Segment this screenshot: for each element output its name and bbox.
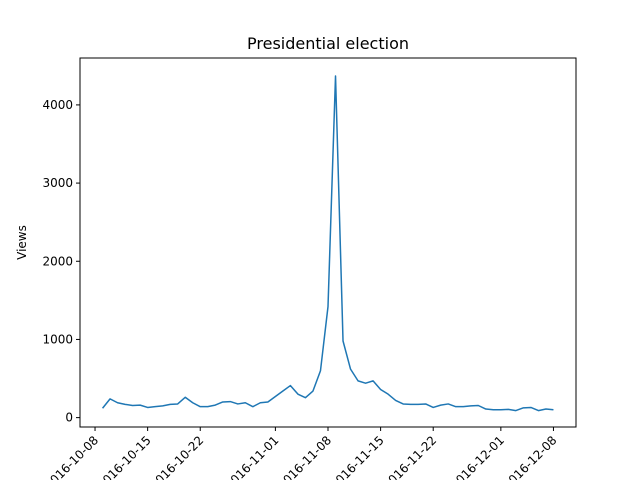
x-tick-label: 2016-10-22 — [147, 433, 206, 480]
y-tick-label: 4000 — [42, 98, 73, 112]
x-tick-label: 2016-11-08 — [275, 433, 334, 480]
series-line — [101, 75, 554, 412]
x-tick-label: 2016-12-01 — [448, 433, 507, 480]
chart-title: Presidential election — [247, 34, 409, 53]
y-axis-label: Views — [15, 225, 29, 260]
x-tick-label: 2016-10-08 — [42, 433, 101, 480]
x-tick-label: 2016-10-15 — [95, 433, 154, 480]
x-tick-label: 2016-11-22 — [380, 433, 439, 480]
x-tick-label: 2016-11-15 — [328, 433, 387, 480]
y-tick-label: 0 — [65, 411, 73, 425]
y-tick-label: 3000 — [42, 176, 73, 190]
plot-area-frame — [79, 57, 577, 428]
y-tick-label: 1000 — [42, 332, 73, 346]
y-tick-label: 2000 — [42, 254, 73, 268]
x-tick-label: 2016-12-08 — [500, 433, 559, 480]
y-axis: 0 1000 2000 3000 4000 — [42, 98, 80, 425]
x-tick-label: 2016-11-01 — [222, 433, 281, 480]
